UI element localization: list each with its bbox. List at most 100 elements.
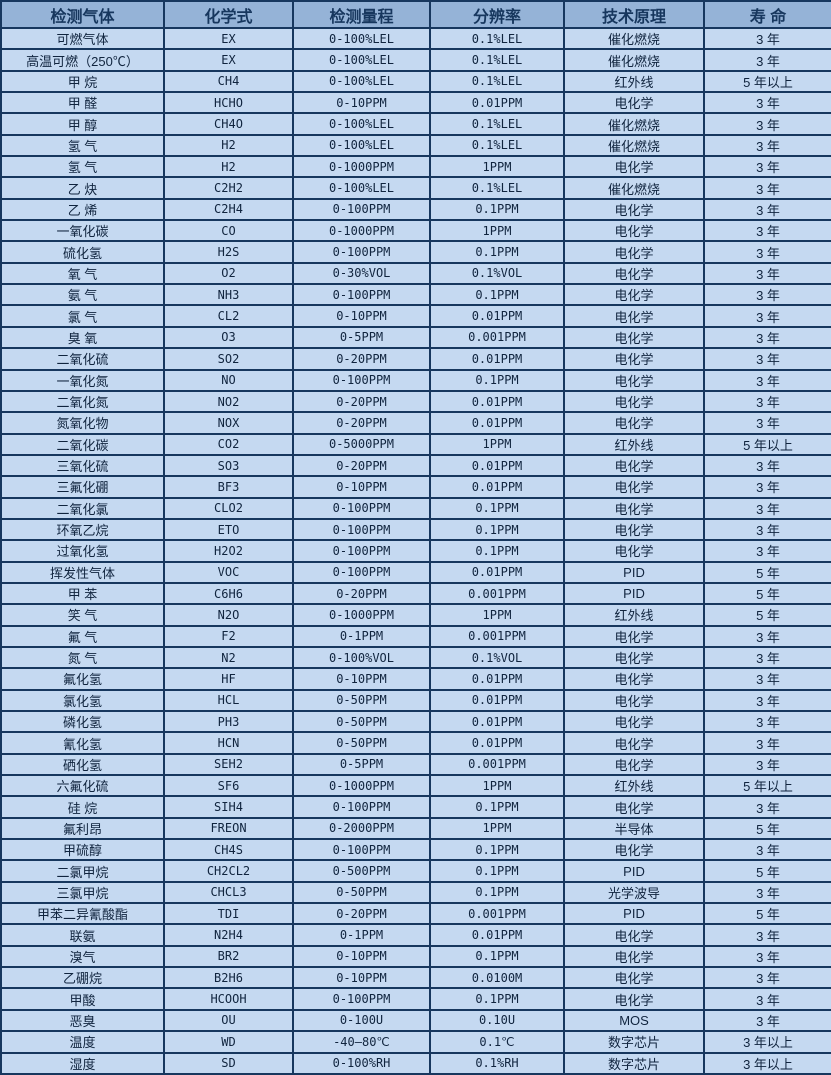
table-row: 氧 气 O2 0-30%VOL 0.1%VOL 电化学 3 年 [0,261,831,286]
formula-cell: H2S [163,240,294,264]
gas-name-cell: 甲硫醇 [0,838,165,862]
table-row: 甲 醛 HCHO 0-10PPM 0.01PPM 电化学 3 年 [0,91,831,115]
range-cell: 0-100PPM [292,368,431,392]
principle-cell: 电化学 [563,197,705,222]
gas-name-cell: 氟化氢 [0,667,165,691]
principle-cell: 电化学 [563,304,705,328]
principle-cell: 电化学 [563,624,705,648]
principle-cell: PID [563,902,705,926]
lifespan-cell: 5 年 [703,859,831,883]
resolution-cell: 0.1%LEL [429,112,565,136]
resolution-cell: 0.1PPM [429,944,565,969]
principle-cell: 催化燃烧 [563,26,705,51]
gas-name-cell: 温度 [0,1030,165,1054]
range-cell: 0-10PPM [292,91,431,115]
formula-cell: C2H2 [163,176,294,200]
table-row: 氨 气 NH3 0-100PPM 0.1PPM 电化学 3 年 [0,283,831,307]
range-cell: 0-5PPM [292,752,431,777]
gas-name-cell: 硒化氢 [0,752,165,777]
range-cell: 0-10PPM [292,966,431,990]
resolution-cell: 0.10U [429,1008,565,1033]
table-row: 硅 烷 SIH4 0-100PPM 0.1PPM 电化学 3 年 [0,795,831,819]
formula-cell: SD [163,1051,294,1075]
range-cell: 0-1000PPM [292,155,431,179]
principle-cell: PID [563,859,705,883]
principle-cell: PID [563,560,705,584]
gas-name-cell: 一氧化碳 [0,219,165,243]
principle-cell: PID [563,581,705,606]
formula-cell: N2H4 [163,923,294,947]
table-row: 二氧化硫 SO2 0-20PPM 0.01PPM 电化学 3 年 [0,347,831,371]
table-row: 乙 烯 C2H4 0-100PPM 0.1PPM 电化学 3 年 [0,197,831,222]
formula-cell: CH4S [163,838,294,862]
lifespan-cell: 3 年 [703,347,831,371]
table-row: 高温可燃（250℃） EX 0-100%LEL 0.1%LEL 催化燃烧 3 年 [0,48,831,72]
gas-name-cell: 氟利昂 [0,816,165,841]
lifespan-cell: 3 年 [703,667,831,691]
gas-name-cell: 乙 烯 [0,197,165,222]
table-row: 甲 烷 CH4 0-100%LEL 0.1%LEL 红外线 5 年以上 [0,69,831,94]
principle-cell: 电化学 [563,368,705,392]
formula-cell: B2H6 [163,966,294,990]
formula-cell: ETO [163,517,294,542]
lifespan-cell: 5 年以上 [703,774,831,798]
table-row: 挥发性气体 VOC 0-100PPM 0.01PPM PID 5 年 [0,560,831,584]
gas-name-cell: 高温可燃（250℃） [0,48,165,72]
table-row: 甲 苯 C6H6 0-20PPM 0.001PPM PID 5 年 [0,581,831,606]
gas-name-cell: 可燃气体 [0,26,165,51]
gas-name-cell: 甲 醛 [0,91,165,115]
principle-cell: 电化学 [563,923,705,947]
formula-cell: CL2 [163,304,294,328]
range-cell: 0-100%VOL [292,645,431,670]
table-row: 氯 气 CL2 0-10PPM 0.01PPM 电化学 3 年 [0,304,831,328]
gas-name-cell: 三氟化硼 [0,475,165,499]
table-row: 氮 气 N2 0-100%VOL 0.1%VOL 电化学 3 年 [0,645,831,670]
principle-cell: 电化学 [563,261,705,286]
table-row: 恶臭 OU 0-100U 0.10U MOS 3 年 [0,1008,831,1033]
gas-name-cell: 硫化氢 [0,240,165,264]
gas-name-cell: 氢 气 [0,155,165,179]
gas-name-cell: 三氧化硫 [0,453,165,478]
lifespan-cell: 5 年 [703,581,831,606]
range-cell: 0-100PPM [292,496,431,520]
lifespan-cell: 3 年 [703,176,831,200]
principle-cell: 红外线 [563,69,705,94]
resolution-cell: 0.1PPM [429,838,565,862]
formula-cell: H2 [163,133,294,158]
range-cell: 0-100%LEL [292,112,431,136]
formula-cell: N2O [163,603,294,627]
principle-cell: 电化学 [563,731,705,755]
lifespan-cell: 3 年 [703,709,831,734]
formula-cell: CH2CL2 [163,859,294,883]
resolution-cell: 0.01PPM [429,453,565,478]
formula-cell: NOX [163,411,294,435]
resolution-cell: 0.1PPM [429,859,565,883]
formula-cell: SIH4 [163,795,294,819]
range-cell: 0-100%LEL [292,26,431,51]
range-cell: 0-100PPM [292,795,431,819]
gas-name-cell: 甲 醇 [0,112,165,136]
column-header-range: 检测量程 [292,0,431,29]
principle-cell: 电化学 [563,389,705,414]
gas-name-cell: 二氧化碳 [0,432,165,456]
range-cell: 0-50PPM [292,688,431,713]
table-row: 二氧化氮 NO2 0-20PPM 0.01PPM 电化学 3 年 [0,389,831,414]
gas-name-cell: 甲酸 [0,987,165,1011]
resolution-cell: 0.01PPM [429,91,565,115]
range-cell: 0-20PPM [292,389,431,414]
range-cell: 0-20PPM [292,411,431,435]
lifespan-cell: 3 年 [703,752,831,777]
lifespan-cell: 3 年 [703,240,831,264]
lifespan-cell: 3 年 [703,219,831,243]
range-cell: 0-1000PPM [292,603,431,627]
resolution-cell: 0.001PPM [429,325,565,350]
formula-cell: EX [163,26,294,51]
resolution-cell: 0.01PPM [429,667,565,691]
range-cell: 0-1000PPM [292,774,431,798]
resolution-cell: 0.0100M [429,966,565,990]
formula-cell: VOC [163,560,294,584]
range-cell: 0-100PPM [292,240,431,264]
resolution-cell: 1PPM [429,816,565,841]
gas-name-cell: 二氧化氯 [0,496,165,520]
resolution-cell: 0.1PPM [429,368,565,392]
